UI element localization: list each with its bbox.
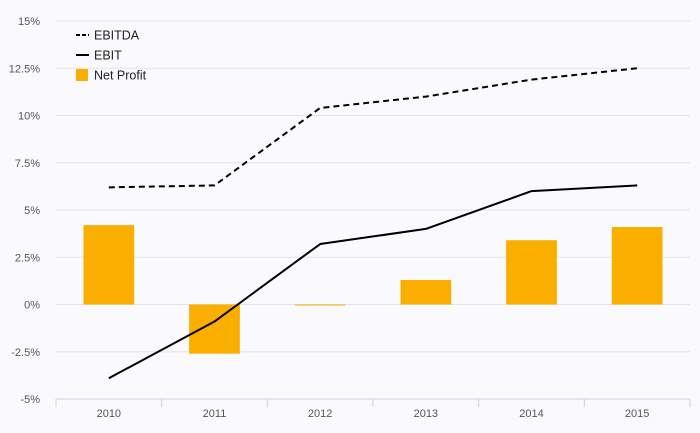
x-tick-label: 2011 [203, 408, 227, 420]
ebit-line [108, 184, 638, 380]
ebitda-line [108, 67, 638, 189]
net-profit-bar [189, 304, 240, 354]
y-axis-tick-labels: -5% -2.5% 0% 2.5% 5% 7.5% 10% 12.5% 15% [9, 16, 40, 406]
y-tick-label: -2.5% [11, 347, 40, 359]
x-tick-label: 2010 [97, 408, 121, 420]
x-tick-label: 2012 [308, 408, 332, 420]
y-tick-label: 5% [24, 205, 40, 217]
y-tick-label: 10% [18, 111, 40, 123]
y-tick-label: 2.5% [15, 252, 40, 264]
net-profit-bar [506, 240, 557, 305]
net-profit-bars [83, 225, 663, 354]
x-tick-label: 2014 [519, 408, 543, 420]
y-tick-label: 0% [24, 300, 40, 312]
net-profit-bar [400, 279, 452, 305]
legend-label-net-profit: Net Profit [94, 69, 147, 83]
gridlines [56, 20, 690, 400]
x-tick-label: 2015 [625, 408, 649, 420]
y-tick-label: 12.5% [9, 63, 40, 75]
y-tick-label: 15% [18, 16, 40, 28]
line-series [108, 67, 638, 380]
net-profit-bar [83, 225, 135, 305]
y-tick-label: -5% [20, 394, 40, 406]
legend-label-ebit: EBIT [94, 49, 122, 63]
x-axis: 2010 2011 2012 2013 2014 2015 [55, 398, 691, 420]
legend-label-ebitda: EBITDA [94, 29, 140, 43]
legend: EBITDA EBIT Net Profit [76, 29, 147, 83]
x-tick-label: 2013 [414, 408, 438, 420]
net-profit-bar [294, 304, 346, 306]
legend-swatch-net-profit [76, 69, 88, 81]
y-tick-label: 7.5% [15, 158, 40, 170]
net-profit-bar [611, 227, 663, 305]
